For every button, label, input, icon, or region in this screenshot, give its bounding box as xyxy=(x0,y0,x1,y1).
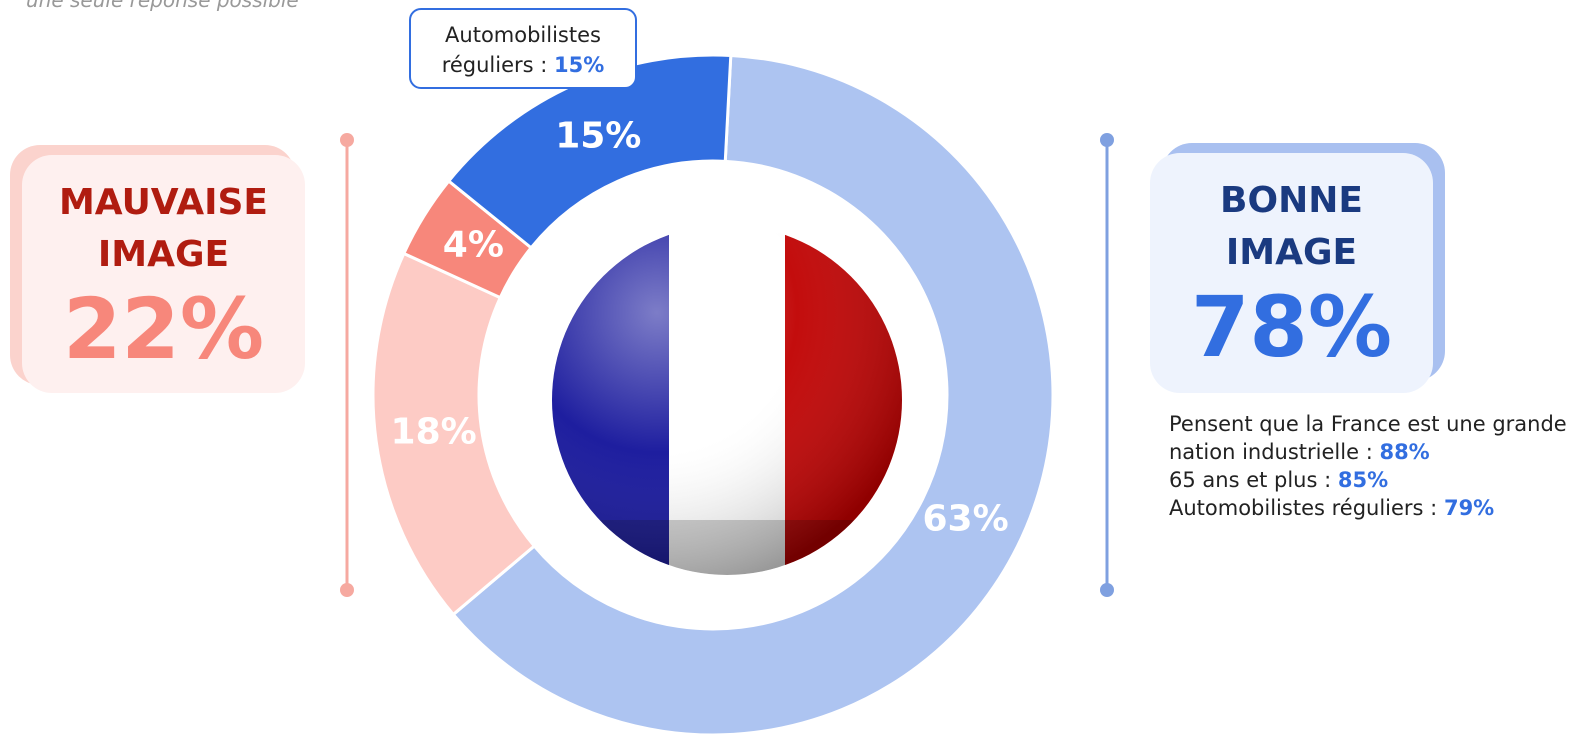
notes: Pensent que la France est une grande nat… xyxy=(1169,410,1584,522)
callout-line: Automobilistes xyxy=(445,23,601,47)
note-value: 85% xyxy=(1337,468,1389,492)
rule-dot xyxy=(340,133,354,147)
rule-dot xyxy=(340,583,354,597)
callout-value: 15% xyxy=(554,53,605,77)
note-label: 65 ans et plus : xyxy=(1169,468,1332,492)
subtitle: une seule réponse possible xyxy=(26,0,299,12)
note-value: 88% xyxy=(1379,440,1430,464)
rule-dot xyxy=(1100,583,1114,597)
callout-line: réguliers : 15% xyxy=(411,50,635,80)
segment-label: 63% xyxy=(923,498,1009,539)
callout: Automobilistes réguliers : 15% xyxy=(409,8,637,89)
donut: 63% 18% 4% 15% xyxy=(371,53,1055,737)
donut-segment xyxy=(446,53,733,250)
donut-segment xyxy=(371,251,537,617)
box-title: BONNE xyxy=(1220,180,1363,221)
note: Pensent que la France est une grande nat… xyxy=(1169,410,1584,466)
box-total: 22% xyxy=(62,280,265,378)
callout-label: réguliers : xyxy=(441,53,548,77)
flag xyxy=(552,225,902,575)
segment-label: 4% xyxy=(443,224,504,265)
donut-segment xyxy=(451,53,1055,737)
right-box: BONNE IMAGE 78% xyxy=(1150,153,1433,393)
box-total: 78% xyxy=(1190,278,1393,376)
box-title: IMAGE xyxy=(97,234,230,275)
left-box: MAUVAISE IMAGE 22% xyxy=(22,155,305,393)
note-label: Pensent que la France est une grande nat… xyxy=(1169,412,1567,464)
note: 65 ans et plus : 85% xyxy=(1169,466,1584,494)
box-title: IMAGE xyxy=(1225,232,1358,273)
note: Automobilistes réguliers : 79% xyxy=(1169,494,1584,522)
note-label: Automobilistes réguliers : xyxy=(1169,496,1438,520)
rule-dot xyxy=(1100,133,1114,147)
box-title: MAUVAISE xyxy=(58,182,268,223)
note-value: 79% xyxy=(1443,496,1495,520)
segment-label: 15% xyxy=(555,115,641,156)
segment-label: 18% xyxy=(391,411,477,452)
